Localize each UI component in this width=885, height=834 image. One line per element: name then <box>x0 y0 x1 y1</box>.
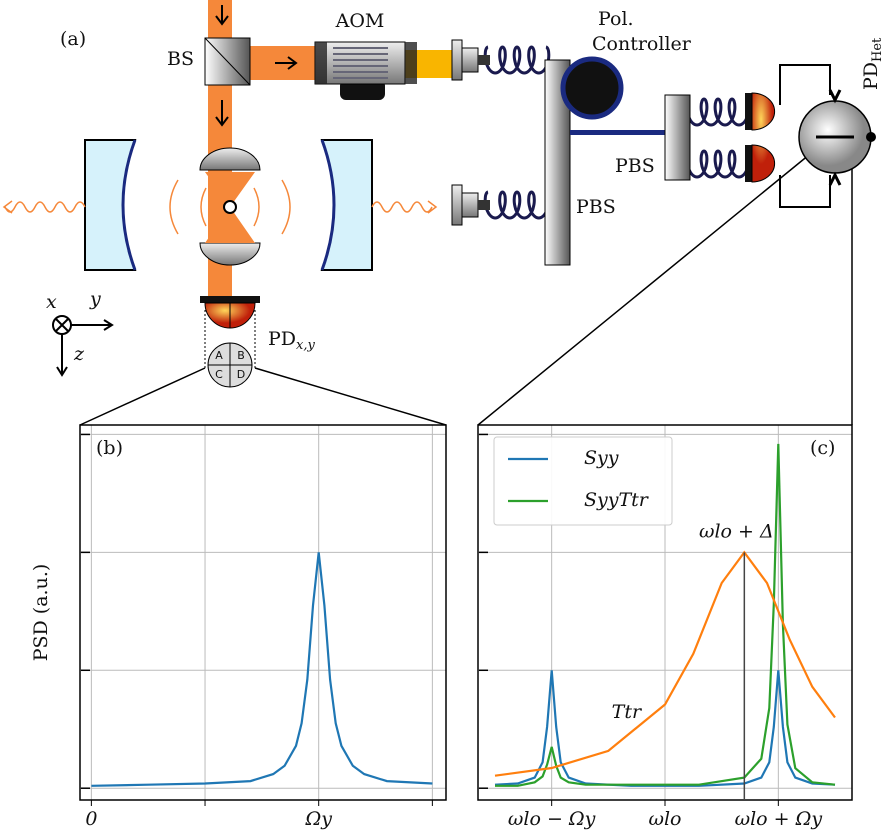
pol-label: Controller <box>592 33 692 55</box>
x-tick-label: Ωy <box>304 808 332 830</box>
aom-label: AOM <box>335 10 385 32</box>
panel-label: (a) <box>60 28 86 50</box>
detector-window <box>745 145 752 182</box>
detector <box>751 92 776 183</box>
fiber-coupler <box>461 47 479 73</box>
setup-diagram: A B C D x y z (a) BS AOM Pol. Controller… <box>2 0 885 426</box>
legend-box <box>493 436 673 526</box>
panel-label: (b) <box>96 437 123 459</box>
aom-cap <box>405 42 417 84</box>
dotted-guide <box>204 310 256 368</box>
pol-label: Pol. <box>598 8 634 30</box>
cavity-output <box>2 200 438 214</box>
annotation: ωlo + Δ <box>699 520 774 542</box>
fiber-coil <box>685 97 751 127</box>
x-tick-label: ωlo <box>648 808 681 830</box>
fiber-coil <box>685 149 751 179</box>
axis-label: y <box>89 288 101 310</box>
x-tick-label: ωlo + Ωy <box>735 808 823 830</box>
bs-diagonal <box>204 37 251 86</box>
series-line <box>494 550 836 777</box>
fiber-coupler <box>478 200 490 210</box>
wires <box>779 64 831 208</box>
pbs-label: PBS <box>576 196 616 218</box>
particle <box>223 200 237 214</box>
aom-cap <box>315 42 327 84</box>
axis-label: z <box>73 343 85 365</box>
legend-label: SyyTtr <box>584 489 650 511</box>
fiber-coupler <box>451 39 463 81</box>
detector-window <box>745 93 752 130</box>
quadrant-lines <box>208 343 252 387</box>
pd-main: PD <box>860 62 882 90</box>
x-tick-label: ωlo − Ωy <box>508 808 596 830</box>
aom-lines <box>333 47 388 79</box>
pd-main: PD <box>268 328 296 350</box>
het-symbol <box>816 89 854 186</box>
axis-arrows <box>55 318 114 377</box>
series-line <box>91 552 433 787</box>
legend-label: Syy <box>584 447 619 469</box>
quadrant: A <box>215 349 223 362</box>
fiber <box>570 130 665 135</box>
detector-window <box>200 296 260 303</box>
arrows <box>215 5 298 127</box>
series-line <box>495 443 836 787</box>
fiber-coil <box>483 190 551 220</box>
lens <box>199 242 261 266</box>
pd-sub: Het <box>870 37 885 62</box>
bs-label: BS <box>167 48 194 70</box>
pol-controller <box>560 56 624 120</box>
quadrant: B <box>237 349 245 362</box>
plot-frame <box>79 424 447 801</box>
pd-xy-label: PDx,y <box>268 328 315 353</box>
axis-label: x <box>46 291 57 313</box>
pd-het-label: PDHet <box>860 37 885 90</box>
fiber-coupler <box>461 192 479 218</box>
zoom-lines <box>79 149 853 426</box>
plot-frame <box>477 424 853 801</box>
series-label: Ttr <box>612 701 643 723</box>
mirror-coating <box>121 139 336 271</box>
fiber-coupler <box>478 55 490 65</box>
pbs-label: PBS <box>615 155 655 177</box>
x-tick-label: 0 <box>85 808 97 830</box>
y-axis-label: PSD (a.u.) <box>30 564 52 662</box>
junction <box>866 132 876 142</box>
panel-label: (c) <box>810 437 835 459</box>
lens <box>199 147 261 171</box>
pd-sub: x,y <box>296 338 315 353</box>
quadrant: D <box>237 368 245 381</box>
fiber-coil <box>483 45 551 75</box>
pbs <box>664 94 691 181</box>
aom-base <box>340 80 385 100</box>
quadrant: C <box>215 368 223 381</box>
scatter-waves <box>169 179 291 235</box>
fiber-coupler <box>451 184 463 226</box>
